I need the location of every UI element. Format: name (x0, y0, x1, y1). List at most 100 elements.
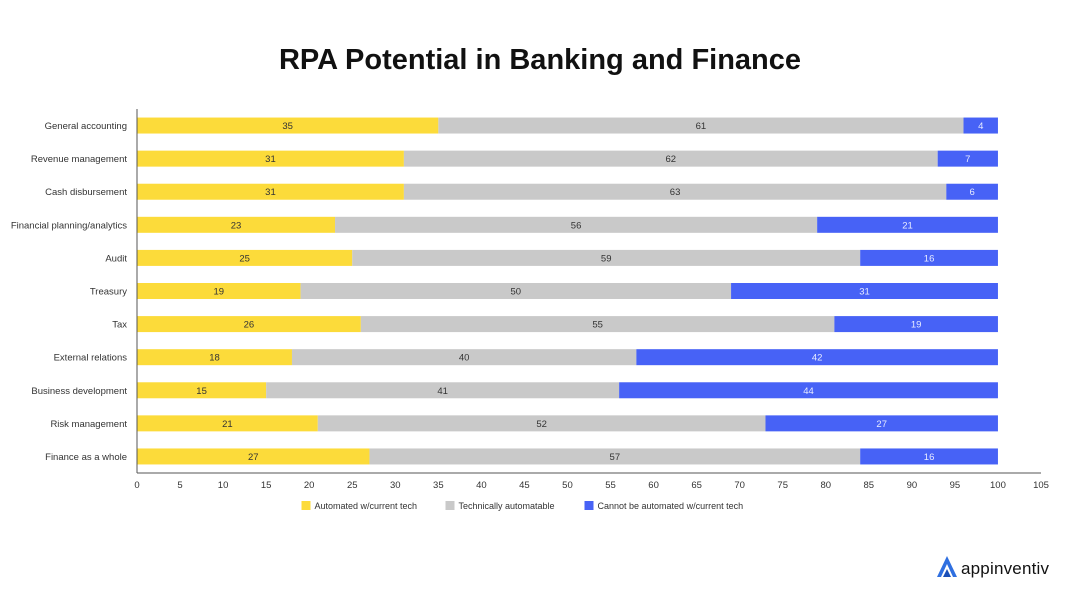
x-tick-label: 65 (691, 480, 702, 491)
legend-label: Automated w/current tech (315, 501, 418, 511)
data-label: 62 (666, 154, 677, 165)
x-tick-label: 30 (390, 480, 401, 491)
bar-segment (137, 216, 336, 233)
bar-segment (300, 283, 732, 299)
bar-segment (963, 117, 998, 134)
category-label: Revenue management (31, 154, 127, 165)
bar-segment (137, 249, 353, 266)
data-label: 35 (282, 121, 293, 132)
bar-segment (291, 349, 637, 366)
x-tick-label: 100 (990, 480, 1006, 491)
x-tick-label: 60 (648, 480, 659, 491)
legend: Automated w/current tech Technically auto… (301, 501, 744, 511)
x-tick-label: 35 (433, 480, 444, 491)
bar-segment (403, 150, 938, 167)
bar-segment (335, 216, 818, 233)
data-label: 27 (876, 419, 887, 430)
bar-segment (860, 448, 998, 465)
bar-segment (137, 382, 267, 399)
bar-segment (137, 316, 361, 333)
bar-segment (403, 183, 947, 200)
chart-title: RPA Potential in Banking and Finance (278, 44, 802, 76)
bar-segment (817, 216, 998, 233)
bar-segment (137, 183, 404, 200)
data-label: 21 (222, 419, 233, 430)
category-label: Cash disbursement (45, 187, 127, 198)
x-tick-label: 5 (177, 480, 182, 491)
bar-segment (765, 415, 998, 432)
category-label: External relations (54, 353, 128, 364)
appinventiv-logo-icon (936, 555, 958, 584)
legend-label: Cannot be automated w/current tech (598, 501, 744, 511)
bar-segment (137, 283, 301, 299)
x-tick-label: 55 (605, 480, 616, 491)
data-label: 7 (965, 154, 970, 165)
bar-segment (137, 349, 292, 366)
bar-segment (834, 316, 998, 333)
data-label: 41 (437, 386, 448, 397)
x-tick-label: 45 (519, 480, 530, 491)
bar-segment (137, 448, 370, 465)
data-label: 26 (244, 320, 255, 331)
data-label: 16 (924, 452, 935, 463)
data-label: 57 (610, 452, 621, 463)
bar-segment (360, 316, 835, 333)
bar-segment (946, 183, 998, 200)
x-tick-label: 70 (734, 480, 745, 491)
data-label: 23 (231, 220, 242, 231)
legend-swatch (301, 501, 311, 510)
bar-segment (317, 415, 766, 432)
data-label: 19 (214, 287, 225, 298)
x-tick-label: 105 (1033, 480, 1049, 491)
data-label: 50 (511, 287, 522, 298)
category-label: Treasury (90, 287, 127, 298)
bar-segment (137, 117, 439, 134)
data-label: 59 (601, 253, 612, 264)
bars-layer: 35 61 4 31 62 7 31 63 6 23 56 21 25 59 16 19 50 31 26 55 19 1… (137, 117, 998, 465)
category-label: Risk management (50, 419, 127, 430)
data-label: 42 (812, 353, 823, 364)
data-label: 44 (803, 386, 814, 397)
category-label: Business development (31, 386, 127, 397)
bar-segment (731, 283, 998, 299)
data-label: 15 (196, 386, 207, 397)
x-tick-label: 75 (777, 480, 788, 491)
bar-segment (352, 249, 861, 266)
data-label: 55 (592, 320, 603, 331)
brand-name: appinventiv (961, 559, 1050, 578)
bar-segment (137, 150, 404, 167)
bar-segment (860, 249, 998, 266)
x-tick-label: 80 (820, 480, 831, 491)
data-label: 31 (265, 154, 276, 165)
legend-swatch (584, 501, 594, 510)
data-label: 40 (459, 353, 470, 364)
category-label: Financial planning/analytics (11, 220, 127, 231)
data-label: 6 (969, 187, 974, 198)
data-label: 52 (536, 419, 547, 430)
x-tick-label: 20 (304, 480, 315, 491)
x-tick-label: 25 (347, 480, 358, 491)
bar-segment (266, 382, 620, 399)
x-tick-label: 50 (562, 480, 573, 491)
data-label: 31 (265, 187, 276, 198)
data-label: 63 (670, 187, 681, 198)
bar-segment (937, 150, 998, 167)
bar-segment (369, 448, 861, 465)
category-label: Audit (105, 253, 127, 264)
x-tick-label: 10 (218, 480, 229, 491)
x-tick-label: 90 (907, 480, 918, 491)
category-label: General accounting (45, 121, 127, 132)
x-tick-label: 40 (476, 480, 487, 491)
x-tick-label: 85 (864, 480, 875, 491)
x-tick-label: 15 (261, 480, 272, 491)
bar-segment (619, 382, 998, 399)
bar-segment (137, 415, 318, 432)
x-tick-label: 95 (950, 480, 961, 491)
data-label: 16 (924, 253, 935, 264)
x-tick-label: 0 (134, 480, 139, 491)
bar-segment (438, 117, 964, 134)
data-label: 25 (239, 253, 250, 264)
axes: General accounting Revenue management Cash… (11, 109, 1049, 491)
brand-logo: appinventiv (936, 555, 1050, 584)
